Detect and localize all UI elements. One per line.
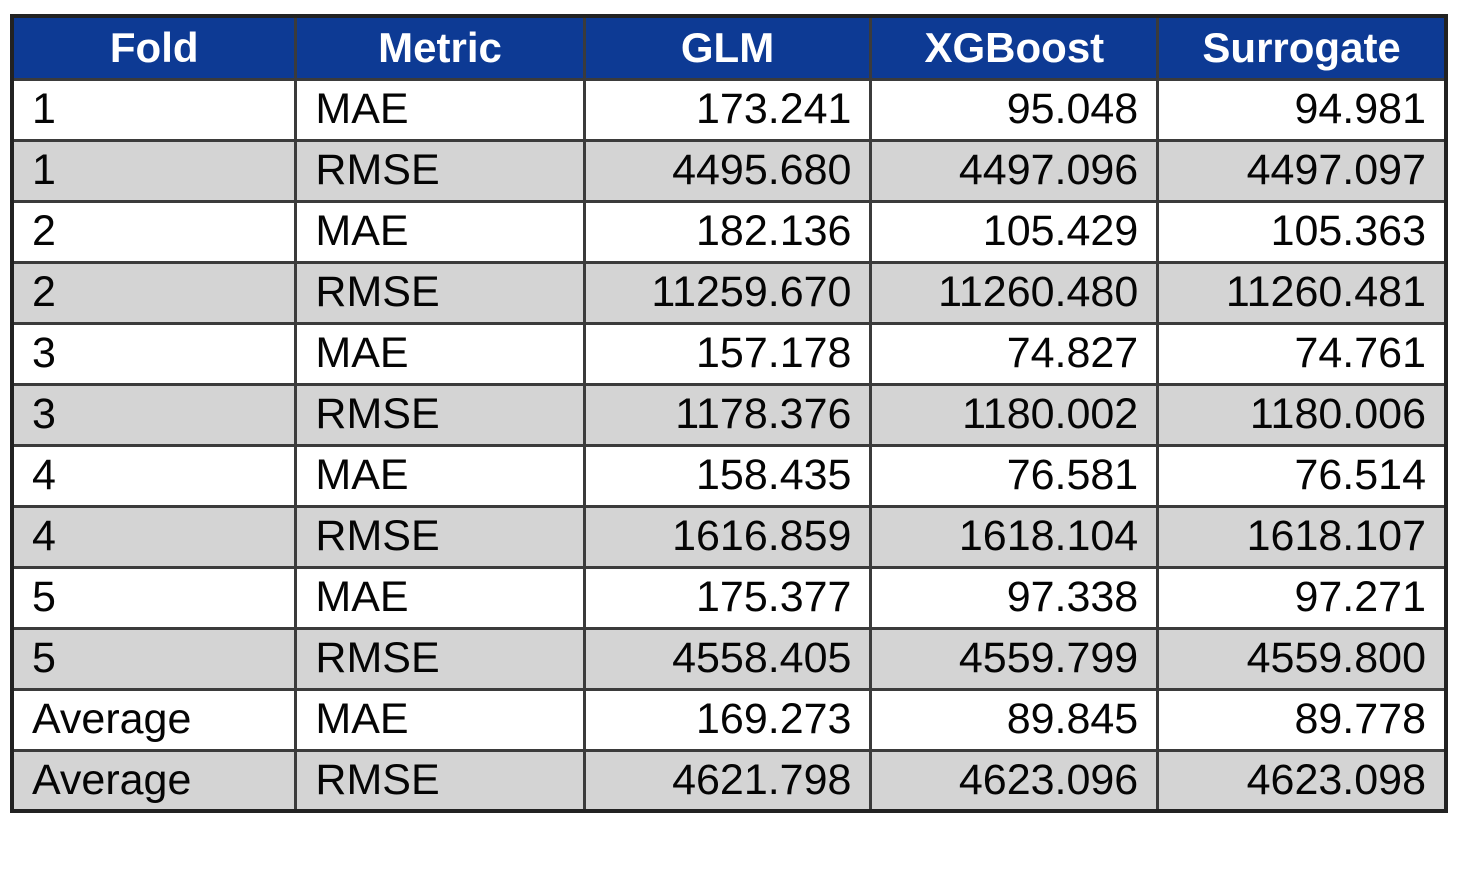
cell-fold: 1 [10, 77, 298, 142]
cell-surrogate: 97.271 [1156, 565, 1448, 630]
cell-fold: 1 [10, 138, 298, 203]
table-row: 3 RMSE 1178.376 1180.002 1180.006 [10, 382, 1448, 447]
cell-glm: 4558.405 [582, 626, 873, 691]
cell-metric: MAE [294, 321, 586, 386]
cell-surrogate: 76.514 [1156, 443, 1448, 508]
cell-surrogate: 74.761 [1156, 321, 1448, 386]
cell-glm: 158.435 [582, 443, 873, 508]
cell-surrogate: 11260.481 [1156, 260, 1448, 325]
table-row: Average MAE 169.273 89.845 89.778 [10, 687, 1448, 752]
cell-fold: 2 [10, 260, 298, 325]
cell-xgboost: 4497.096 [869, 138, 1160, 203]
cell-surrogate: 105.363 [1156, 199, 1448, 264]
cell-xgboost: 89.845 [869, 687, 1160, 752]
cell-xgboost: 4559.799 [869, 626, 1160, 691]
cell-metric: MAE [294, 77, 586, 142]
cell-glm: 173.241 [582, 77, 873, 142]
cell-xgboost: 97.338 [869, 565, 1160, 630]
cell-metric: RMSE [294, 382, 586, 447]
cell-surrogate: 4497.097 [1156, 138, 1448, 203]
table-row: 2 MAE 182.136 105.429 105.363 [10, 199, 1448, 264]
table-body: 1 MAE 173.241 95.048 94.981 1 RMSE 4495.… [10, 77, 1448, 813]
column-header-fold: Fold [10, 14, 298, 81]
cell-xgboost: 1180.002 [869, 382, 1160, 447]
header-row: Fold Metric GLM XGBoost Surrogate [10, 14, 1448, 81]
cell-fold: Average [10, 687, 298, 752]
cell-surrogate: 89.778 [1156, 687, 1448, 752]
cell-metric: RMSE [294, 748, 586, 813]
cv-results-table: Fold Metric GLM XGBoost Surrogate 1 MAE … [10, 14, 1448, 813]
cell-glm: 11259.670 [582, 260, 873, 325]
cell-glm: 175.377 [582, 565, 873, 630]
cell-xgboost: 76.581 [869, 443, 1160, 508]
cell-metric: MAE [294, 687, 586, 752]
cell-metric: RMSE [294, 504, 586, 569]
cv-results-table-container: Fold Metric GLM XGBoost Surrogate 1 MAE … [10, 14, 1448, 813]
cell-xgboost: 74.827 [869, 321, 1160, 386]
table-header: Fold Metric GLM XGBoost Surrogate [10, 14, 1448, 81]
table-row: 5 MAE 175.377 97.338 97.271 [10, 565, 1448, 630]
cell-xgboost: 1618.104 [869, 504, 1160, 569]
cell-surrogate: 4559.800 [1156, 626, 1448, 691]
cell-glm: 1616.859 [582, 504, 873, 569]
cell-fold: 4 [10, 504, 298, 569]
cell-metric: MAE [294, 199, 586, 264]
cell-xgboost: 4623.096 [869, 748, 1160, 813]
table-row: 3 MAE 157.178 74.827 74.761 [10, 321, 1448, 386]
cell-glm: 157.178 [582, 321, 873, 386]
cell-metric: RMSE [294, 260, 586, 325]
column-header-xgboost: XGBoost [869, 14, 1160, 81]
table-row: 2 RMSE 11259.670 11260.480 11260.481 [10, 260, 1448, 325]
column-header-surrogate: Surrogate [1156, 14, 1448, 81]
table-row: Average RMSE 4621.798 4623.096 4623.098 [10, 748, 1448, 813]
cell-fold: 3 [10, 382, 298, 447]
cell-surrogate: 1618.107 [1156, 504, 1448, 569]
column-header-metric: Metric [294, 14, 586, 81]
cell-xgboost: 95.048 [869, 77, 1160, 142]
table-row: 4 RMSE 1616.859 1618.104 1618.107 [10, 504, 1448, 569]
table-row: 4 MAE 158.435 76.581 76.514 [10, 443, 1448, 508]
cell-glm: 4495.680 [582, 138, 873, 203]
table-row: 1 RMSE 4495.680 4497.096 4497.097 [10, 138, 1448, 203]
cell-fold: 4 [10, 443, 298, 508]
cell-fold: 2 [10, 199, 298, 264]
cell-metric: RMSE [294, 626, 586, 691]
cell-fold: 5 [10, 626, 298, 691]
cell-surrogate: 94.981 [1156, 77, 1448, 142]
table-row: 1 MAE 173.241 95.048 94.981 [10, 77, 1448, 142]
cell-metric: MAE [294, 443, 586, 508]
cell-glm: 182.136 [582, 199, 873, 264]
cell-xgboost: 11260.480 [869, 260, 1160, 325]
table-row: 5 RMSE 4558.405 4559.799 4559.800 [10, 626, 1448, 691]
cell-surrogate: 4623.098 [1156, 748, 1448, 813]
cell-glm: 4621.798 [582, 748, 873, 813]
cell-fold: Average [10, 748, 298, 813]
cell-metric: RMSE [294, 138, 586, 203]
cell-glm: 1178.376 [582, 382, 873, 447]
cell-fold: 3 [10, 321, 298, 386]
cell-xgboost: 105.429 [869, 199, 1160, 264]
cell-fold: 5 [10, 565, 298, 630]
cell-glm: 169.273 [582, 687, 873, 752]
cell-metric: MAE [294, 565, 586, 630]
column-header-glm: GLM [582, 14, 873, 81]
cell-surrogate: 1180.006 [1156, 382, 1448, 447]
